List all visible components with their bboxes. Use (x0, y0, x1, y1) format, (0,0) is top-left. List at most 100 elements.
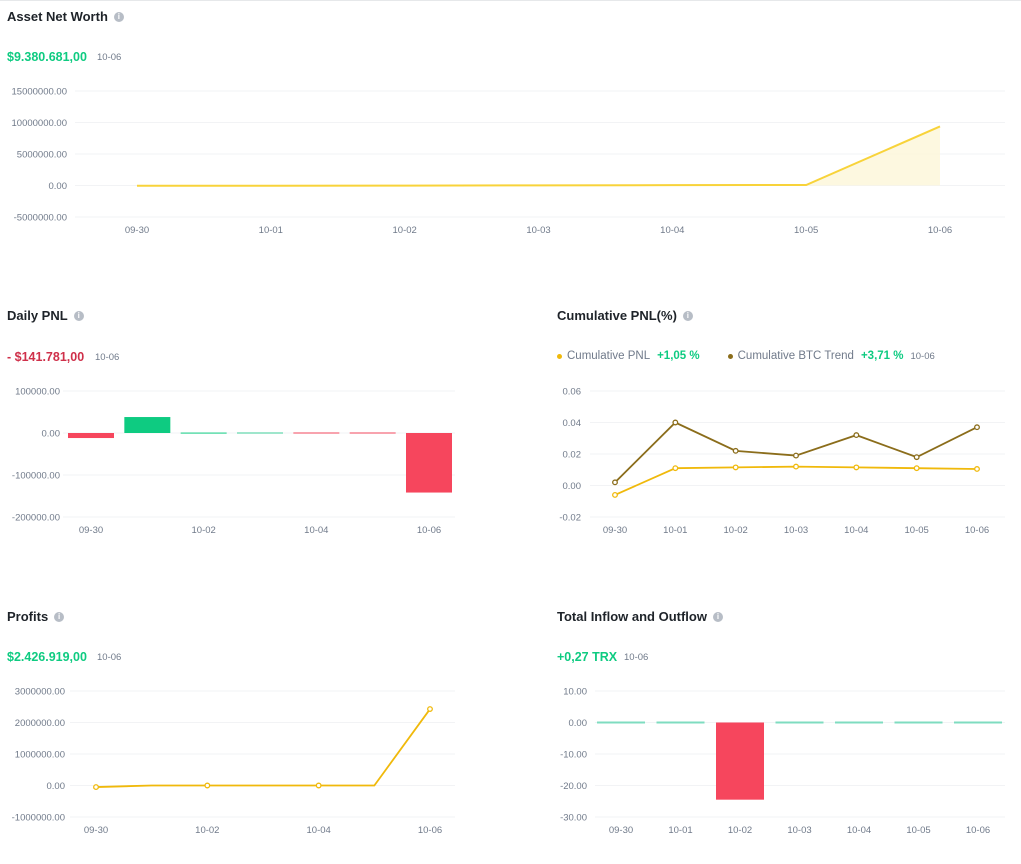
daily-pnl-value: - $141.781,00 (7, 350, 85, 364)
legend-dot-btc-trend (727, 353, 733, 359)
inflow_outflow-xtick-label: 10-02 (728, 825, 752, 836)
inflow-outflow-title: Total Inflow and Outflow i (557, 609, 723, 624)
inflow_outflow-ytick-label: 10.00 (563, 687, 587, 698)
daily-pnl-date: 10-06 (95, 352, 120, 363)
profits-ytick-label: 1000000.00 (15, 750, 65, 761)
cumulative_pnl-ytick-label: 0.06 (563, 387, 582, 398)
asset_net_worth-ytick-label: 10000000.00 (12, 118, 67, 129)
profits-point (427, 706, 433, 713)
cumulative_pnl-point (793, 452, 799, 459)
profits-series-line-0 (95, 708, 431, 788)
daily_pnl-bar (293, 432, 340, 434)
cumulative-pnl-date: 10-06 (910, 350, 935, 362)
profits-value: $2.426.919,00 (7, 650, 87, 664)
inflow_outflow-bar (894, 721, 943, 724)
cumulative_pnl-point (672, 419, 679, 426)
inflow-outflow-value: +0,27 TRX (557, 650, 618, 664)
daily_pnl-bar (68, 433, 114, 439)
asset_net_worth-series-line (136, 125, 941, 187)
legend-label-cumulative-pnl[interactable]: Cumulative PNL (567, 350, 651, 362)
asset_net_worth-xtick-label: 10-06 (928, 225, 952, 236)
info-icon[interactable]: i (682, 311, 693, 321)
info-icon[interactable]: i (712, 612, 723, 622)
asset_net_worth-xtick-label: 10-02 (393, 225, 417, 236)
daily_pnl-xtick-label: 10-04 (304, 525, 328, 536)
profits-ytick-label: 2000000.00 (15, 718, 65, 729)
cumulative_pnl-point (853, 432, 860, 439)
daily_pnl-xtick-label: 10-06 (417, 525, 441, 536)
inflow-outflow-date: 10-06 (624, 652, 649, 663)
daily_pnl-ytick-label: -100000.00 (12, 471, 60, 482)
daily_pnl-xtick-label: 09-30 (79, 525, 103, 536)
cumulative_pnl-ytick-label: -0.02 (559, 513, 581, 524)
daily_pnl-bar (180, 432, 227, 434)
cumulative-pnl-legend: Cumulative PNL +1,05 % Cumulative BTC Tr… (557, 350, 935, 362)
cumulative_pnl-ytick-label: 0.00 (563, 481, 582, 492)
profits-point (93, 784, 99, 791)
cumulative_pnl-xtick-label: 10-05 (905, 525, 929, 536)
daily_pnl-bar (349, 432, 396, 434)
cumulative_pnl-point (672, 465, 679, 472)
inflow_outflow-xtick-label: 10-05 (906, 825, 930, 836)
inflow_outflow-xtick-label: 10-06 (966, 825, 990, 836)
profits-title: Profits i (7, 609, 65, 624)
daily_pnl-bar (406, 433, 452, 493)
cumulative_pnl-xtick-label: 10-02 (724, 525, 748, 536)
profits-xtick-label: 09-30 (84, 825, 108, 836)
asset-net-worth-date: 10-06 (97, 52, 122, 63)
info-icon[interactable]: i (113, 12, 124, 22)
inflow_outflow-ytick-label: 0.00 (569, 718, 588, 729)
profits-date: 10-06 (97, 652, 122, 663)
asset_net_worth-xtick-label: 10-03 (526, 225, 550, 236)
asset_net_worth-xtick-label: 10-05 (794, 225, 818, 236)
info-icon[interactable]: i (73, 311, 84, 321)
cumulative_pnl-point (853, 464, 860, 471)
profits-xtick-label: 10-06 (418, 825, 442, 836)
daily_pnl-bar (237, 432, 283, 434)
legend-label-btc-trend[interactable]: Cumulative BTC Trend (737, 350, 854, 362)
asset_net_worth-ytick-label: 0.00 (49, 181, 68, 192)
asset_net_worth-xtick-label: 10-01 (259, 225, 283, 236)
info-icon[interactable]: i (54, 612, 65, 622)
inflow_outflow-ytick-label: -10.00 (560, 750, 587, 761)
profits-ytick-label: 3000000.00 (15, 687, 65, 698)
inflow-outflow-title-text: Total Inflow and Outflow (557, 609, 707, 624)
inflow_outflow-xtick-label: 10-01 (668, 825, 692, 836)
cumulative_pnl-point (732, 447, 739, 454)
daily_pnl-ytick-label: 0.00 (42, 429, 61, 440)
inflow_outflow-xtick-label: 10-04 (847, 825, 871, 836)
inflow_outflow-bar (716, 722, 764, 800)
daily_pnl-ytick-label: -200000.00 (12, 513, 60, 524)
daily_pnl-bar (124, 417, 171, 433)
profits-xtick-label: 10-02 (195, 825, 219, 836)
inflow_outflow-ytick-label: -20.00 (560, 781, 587, 792)
cumulative_pnl-xtick-label: 10-04 (844, 525, 868, 536)
inflow_outflow-xtick-label: 09-30 (609, 825, 633, 836)
cumulative_pnl-point (913, 454, 920, 461)
cumulative_pnl-point (793, 463, 799, 470)
daily-pnl-title-text: Daily PNL (7, 308, 68, 323)
cumulative_pnl-point (974, 466, 980, 472)
cumulative_pnl-point (612, 492, 618, 498)
inflow_outflow-bar (597, 721, 645, 724)
profits-ytick-label: 0.00 (47, 781, 66, 792)
asset_net_worth-ytick-label: 5000000.00 (17, 150, 67, 161)
inflow_outflow-bar (656, 721, 705, 724)
cumulative_pnl-point (974, 424, 980, 431)
cumulative-pnl-title: Cumulative PNL(%) i (557, 308, 693, 323)
cumulative_pnl-point (913, 465, 920, 472)
cumulative_pnl-xtick-label: 09-30 (603, 525, 627, 536)
inflow_outflow-bar (775, 721, 824, 724)
asset_net_worth-xtick-label: 10-04 (660, 225, 684, 236)
legend-value-btc-trend: +3,71 % (860, 350, 904, 362)
cumulative_pnl-point (732, 464, 739, 471)
profits-point (204, 782, 211, 789)
asset_net_worth-area-fill (137, 126, 940, 186)
cumulative_pnl-xtick-label: 10-01 (663, 525, 687, 536)
profits-ytick-label: -1000000.00 (12, 813, 65, 824)
asset_net_worth-ytick-label: 15000000.00 (12, 87, 67, 98)
profits-title-text: Profits (7, 609, 49, 624)
